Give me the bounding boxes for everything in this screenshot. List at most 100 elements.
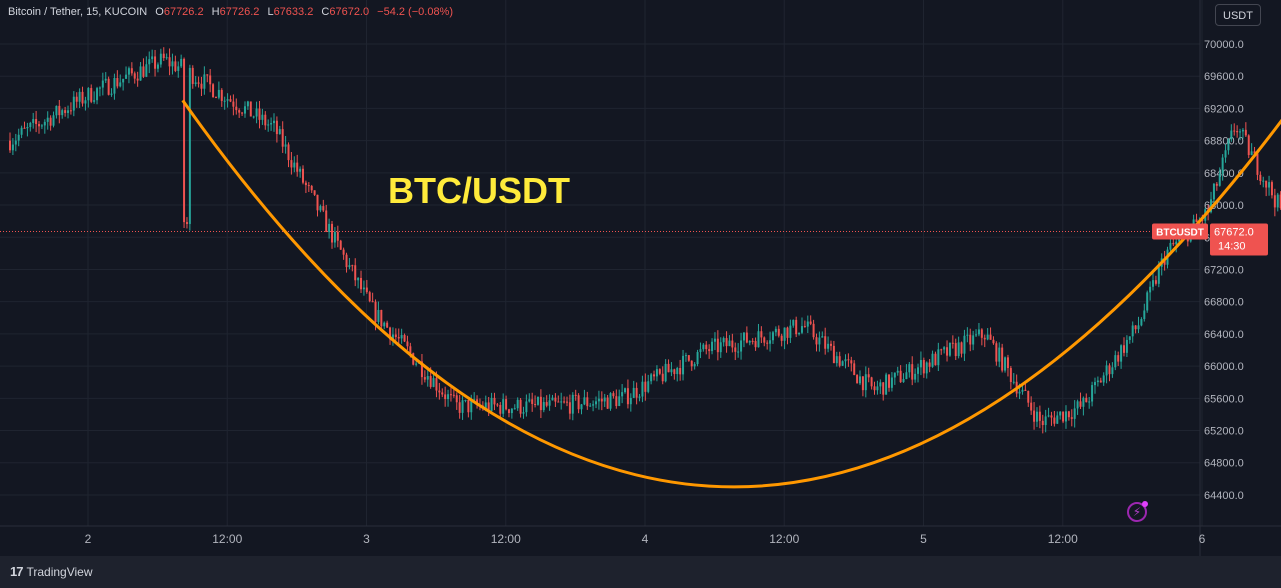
- candle-body: [911, 364, 914, 380]
- candle-body: [847, 359, 850, 361]
- candle-body: [1247, 135, 1250, 156]
- candle-body: [188, 67, 191, 224]
- candle-body: [653, 374, 656, 377]
- currency-unit-button[interactable]: USDT: [1215, 4, 1261, 26]
- candle-body: [829, 343, 832, 346]
- tradingview-logo[interactable]: 17 TradingView: [10, 564, 93, 579]
- candle-body: [339, 240, 342, 250]
- candle-body: [116, 77, 119, 87]
- candle-body: [313, 190, 316, 195]
- candle-body: [78, 91, 81, 102]
- candle-body: [484, 402, 487, 409]
- candle-body: [963, 335, 966, 354]
- candle-body: [1224, 150, 1227, 158]
- candle-body: [821, 336, 824, 338]
- candle-body: [455, 395, 458, 403]
- candle-body: [742, 332, 745, 341]
- candle-body: [1154, 280, 1157, 284]
- candle-body: [1067, 411, 1070, 418]
- price-tick-label: 67200.0: [1204, 264, 1244, 276]
- candle-body: [255, 108, 258, 117]
- candle-body: [284, 144, 287, 147]
- candle-body: [11, 144, 14, 151]
- candle-body: [751, 340, 754, 342]
- candle-body: [69, 110, 72, 112]
- candle-body: [658, 369, 661, 374]
- candle-body: [1250, 151, 1253, 156]
- candle-body: [438, 390, 441, 393]
- time-tick-label: 12:00: [769, 532, 799, 546]
- candle-body: [676, 368, 679, 375]
- candle-body: [1056, 415, 1059, 424]
- candle-body: [348, 265, 351, 268]
- candle-body: [183, 58, 186, 223]
- change-value: −54.2 (−0.08%): [377, 6, 454, 18]
- candle-body: [1021, 389, 1024, 392]
- candle-body: [394, 334, 397, 338]
- candle-body: [46, 117, 49, 122]
- price-tick-label: 66400.0: [1204, 329, 1244, 341]
- candle-body: [154, 56, 157, 69]
- candle-body: [995, 343, 998, 362]
- candle-body: [360, 277, 363, 290]
- candle-body: [368, 292, 371, 302]
- candle-body: [818, 337, 821, 345]
- price-tick-label: 70000.0: [1204, 39, 1244, 51]
- candle-body: [1082, 397, 1085, 407]
- candle-body: [545, 402, 548, 406]
- candle-body: [1175, 241, 1178, 245]
- lightning-icon[interactable]: ⚡: [1127, 501, 1148, 522]
- notification-dot: [1142, 501, 1148, 507]
- candle-body: [185, 222, 188, 224]
- candle-body: [302, 168, 305, 183]
- candle-body: [824, 336, 827, 349]
- candle-body: [423, 377, 426, 380]
- candle-body: [760, 331, 763, 338]
- candle-body: [1076, 401, 1079, 409]
- candle-body: [711, 341, 714, 352]
- candle-body: [452, 394, 455, 396]
- pattern-curve-cup: [181, 99, 1281, 489]
- symbol-name[interactable]: Bitcoin / Tether, 15, KUCOIN: [8, 6, 148, 18]
- candle-body: [560, 401, 563, 403]
- candle-body: [1102, 375, 1105, 383]
- candle-body: [528, 399, 531, 402]
- candle-body: [557, 401, 560, 403]
- candle-body: [754, 341, 757, 348]
- candle-body: [319, 206, 322, 211]
- candle-body: [209, 75, 212, 85]
- candle-body: [998, 347, 1001, 362]
- candle-body: [1064, 411, 1067, 422]
- candle-body: [740, 340, 743, 352]
- candle-body: [40, 125, 43, 127]
- candle-body: [586, 397, 589, 407]
- candle-body: [1035, 411, 1038, 422]
- candle-body: [505, 399, 508, 410]
- candle-body: [43, 121, 46, 126]
- candle-body: [14, 140, 17, 145]
- candle-body: [243, 106, 246, 114]
- candle-body: [1146, 292, 1149, 311]
- candle-body: [391, 334, 394, 340]
- candle-body: [1096, 380, 1099, 383]
- candle-body: [827, 343, 830, 349]
- candle-body: [571, 394, 574, 414]
- candle-body: [35, 119, 38, 125]
- candle-body: [1262, 180, 1265, 182]
- candle-body: [838, 356, 841, 366]
- candle-body: [1212, 183, 1215, 200]
- candle-body: [835, 356, 838, 364]
- candle-body: [281, 129, 284, 147]
- candle-body: [893, 372, 896, 378]
- candle-body: [548, 400, 551, 406]
- candle-body: [647, 381, 650, 392]
- candle-body: [377, 309, 380, 322]
- candle-body: [682, 355, 685, 375]
- candle-body: [1195, 219, 1198, 222]
- candle-body: [519, 399, 522, 414]
- candle-body: [177, 66, 180, 71]
- candle-body: [940, 349, 943, 351]
- candle-body: [383, 322, 386, 327]
- candle-body: [867, 374, 870, 378]
